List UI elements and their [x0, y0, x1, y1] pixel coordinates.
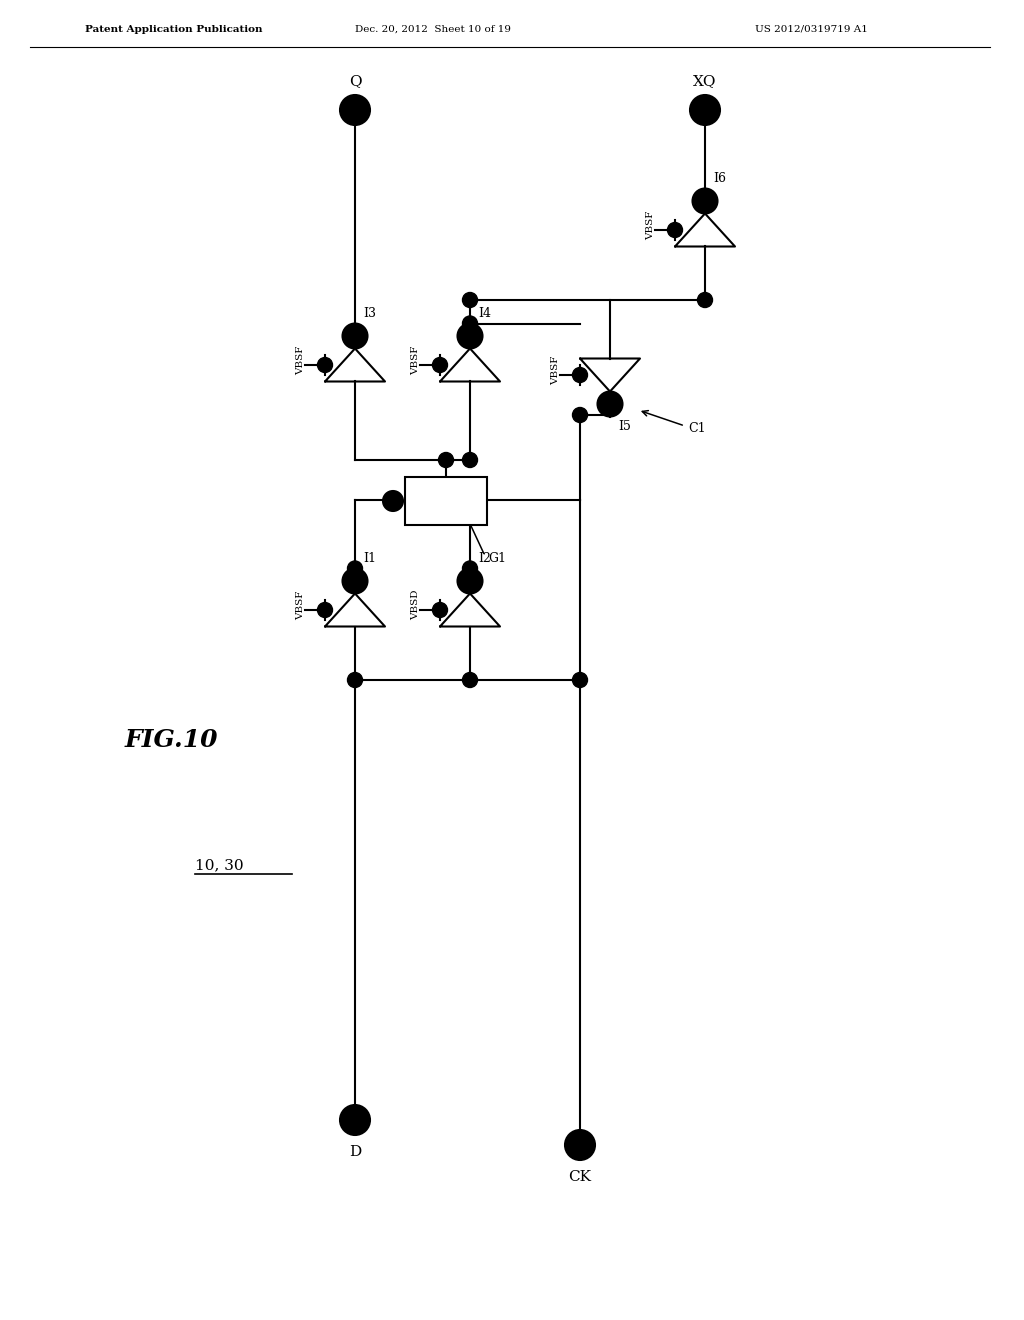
Circle shape — [432, 602, 447, 618]
Text: VBSF: VBSF — [551, 355, 560, 384]
Text: XQ: XQ — [693, 74, 717, 88]
Circle shape — [432, 358, 447, 372]
Circle shape — [572, 408, 588, 422]
Circle shape — [342, 323, 368, 348]
Text: G1: G1 — [488, 552, 506, 565]
Text: D: D — [349, 1144, 361, 1159]
Circle shape — [383, 491, 403, 511]
Circle shape — [668, 223, 683, 238]
Text: VBSF: VBSF — [646, 210, 655, 240]
Text: VBSF: VBSF — [296, 346, 305, 375]
Text: I4: I4 — [478, 308, 490, 319]
Circle shape — [463, 453, 477, 467]
Text: I6: I6 — [713, 172, 726, 185]
Text: I2: I2 — [478, 552, 490, 565]
Circle shape — [463, 315, 477, 331]
Text: CK: CK — [568, 1170, 592, 1184]
Text: VBSF: VBSF — [411, 346, 420, 375]
Text: US 2012/0319719 A1: US 2012/0319719 A1 — [755, 25, 868, 34]
Text: Q: Q — [349, 74, 361, 88]
Bar — [406, 477, 487, 525]
Circle shape — [692, 189, 718, 214]
Circle shape — [690, 95, 720, 125]
Circle shape — [565, 1130, 595, 1160]
Circle shape — [463, 672, 477, 688]
Circle shape — [347, 561, 362, 576]
Text: FIG.10: FIG.10 — [125, 729, 218, 752]
Circle shape — [572, 672, 588, 688]
Circle shape — [572, 367, 588, 383]
Text: Dec. 20, 2012  Sheet 10 of 19: Dec. 20, 2012 Sheet 10 of 19 — [355, 25, 511, 34]
Circle shape — [458, 569, 482, 594]
Text: C1: C1 — [688, 421, 706, 434]
Text: Patent Application Publication: Patent Application Publication — [85, 25, 262, 34]
Text: VBSF: VBSF — [296, 590, 305, 619]
Circle shape — [697, 293, 713, 308]
Circle shape — [340, 95, 370, 125]
Text: I1: I1 — [362, 552, 376, 565]
Text: I3: I3 — [362, 308, 376, 319]
Text: VBSD: VBSD — [411, 590, 420, 620]
Circle shape — [438, 453, 454, 467]
Circle shape — [347, 672, 362, 688]
Circle shape — [463, 561, 477, 576]
Circle shape — [340, 1105, 370, 1135]
Circle shape — [458, 323, 482, 348]
Circle shape — [463, 293, 477, 308]
Circle shape — [317, 602, 333, 618]
Text: I5: I5 — [618, 420, 631, 433]
Circle shape — [317, 358, 333, 372]
Circle shape — [342, 569, 368, 594]
Text: 10, 30: 10, 30 — [195, 858, 244, 873]
Circle shape — [597, 392, 623, 417]
